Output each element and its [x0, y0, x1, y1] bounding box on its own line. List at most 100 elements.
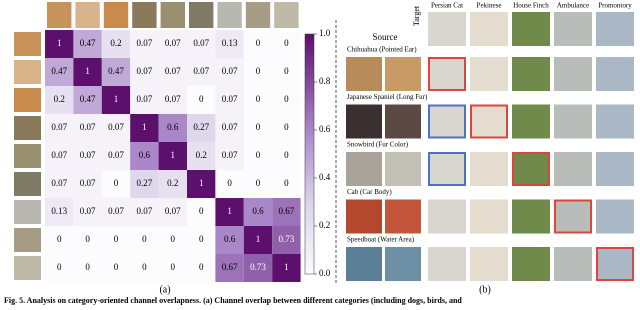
cell-label: 0 [199, 206, 204, 216]
cell-label: 0 [256, 178, 261, 188]
heatmap-cell [158, 226, 187, 254]
cell-label: 0.07 [222, 150, 238, 160]
colorbar-segment [305, 174, 314, 179]
colorbar-segment [305, 110, 314, 115]
colorbar-segment [305, 234, 314, 239]
cell-label: 0.07 [137, 66, 153, 76]
heatmap-cell [130, 114, 159, 142]
heatmap-cell [45, 86, 74, 114]
heatmap-cell [272, 226, 301, 254]
heatmap-cell [73, 226, 102, 254]
source-image [346, 247, 382, 281]
heatmap-cell [187, 114, 216, 142]
heatmap-cell [215, 170, 244, 198]
highlight-box [428, 152, 466, 186]
cell-label: 0 [284, 122, 289, 132]
colorbar-segment [305, 198, 314, 203]
colorbar-segment [305, 122, 314, 127]
heatmap-cell [130, 30, 159, 58]
heatmap-cell [45, 58, 74, 86]
highlight-box [596, 247, 634, 281]
heatmap-cell [272, 86, 301, 114]
target-image [554, 152, 592, 186]
heatmap-cell [101, 198, 131, 226]
cell-label: 0.07 [165, 66, 181, 76]
target-image [596, 12, 634, 46]
heatmap-cell [187, 142, 216, 170]
heatmap-cell [45, 226, 74, 254]
cell-label: 0.47 [108, 66, 124, 76]
heatmap-cell [130, 198, 159, 226]
cell-label: 0.07 [222, 66, 238, 76]
cell-label: 1 [57, 38, 62, 48]
cell-label: 0 [256, 122, 261, 132]
target-image [428, 57, 466, 91]
target-name: House Finch [513, 2, 549, 10]
category-image [14, 172, 41, 196]
source-image [385, 152, 421, 186]
colorbar-segment [305, 266, 314, 271]
target-name: Pekinese [477, 2, 502, 10]
category-image [47, 2, 72, 28]
cell-label: 0.07 [165, 206, 181, 216]
colorbar-segment [305, 166, 314, 171]
heatmap-cell [130, 142, 159, 170]
heatmap-cell [215, 142, 244, 170]
source-name: Speedboat (Water Area) [347, 236, 415, 244]
cell-label: 0.27 [193, 122, 209, 132]
heatmap-cell [243, 254, 273, 282]
heatmap-cell [158, 114, 187, 142]
category-image [189, 2, 214, 28]
heatmap-cell [158, 30, 187, 58]
colorbar-segment [305, 186, 314, 191]
source-image [346, 152, 382, 186]
colorbar-segment [305, 78, 314, 83]
cell-label: 0 [227, 178, 232, 188]
heatmap-cell [187, 254, 216, 282]
heatmap-cell [158, 254, 187, 282]
target-image [470, 152, 508, 186]
target-image [428, 104, 466, 139]
source-image [346, 57, 382, 91]
source-image [346, 104, 382, 139]
colorbar-segment [305, 98, 314, 103]
cell-label: 0 [57, 234, 62, 244]
cell-label: 0 [171, 262, 176, 272]
colorbar-segment [305, 254, 314, 259]
source-image [346, 199, 382, 234]
cell-label: 1 [227, 206, 232, 216]
colorbar-segment [305, 226, 314, 231]
panel-label: (a) [159, 284, 170, 295]
target-image [512, 152, 550, 186]
colorbar-segment [305, 130, 314, 135]
cell-label: 1 [171, 150, 176, 160]
colorbar-segment [305, 194, 314, 199]
heatmap-cell [101, 58, 131, 86]
cell-label: 0.07 [222, 122, 238, 132]
heatmap-cell [187, 86, 216, 114]
target-image [428, 199, 466, 234]
highlight-box [470, 104, 508, 139]
heatmap-cell [101, 254, 131, 282]
category-image [14, 116, 41, 140]
heatmap-cell [215, 30, 244, 58]
colorbar-segment [305, 154, 314, 159]
colorbar-segment [305, 42, 314, 47]
heatmap-cell [73, 254, 102, 282]
colorbar-segment [305, 222, 314, 227]
cell-label: 0.07 [51, 150, 67, 160]
cell-label: 0.07 [80, 178, 96, 188]
target-image [554, 247, 592, 281]
colorbar-segment [305, 246, 314, 251]
heatmap-cell [187, 198, 216, 226]
heatmap-cell [101, 30, 131, 58]
colorbar-segment [305, 46, 314, 51]
target-image [512, 104, 550, 139]
heatmap-cell [73, 142, 102, 170]
cell-label: 1 [114, 94, 119, 104]
target-image [470, 12, 508, 46]
source-name: Japanese Spaniel (Long Fur) [347, 93, 428, 101]
target-image [428, 247, 466, 281]
target-image [554, 12, 592, 46]
